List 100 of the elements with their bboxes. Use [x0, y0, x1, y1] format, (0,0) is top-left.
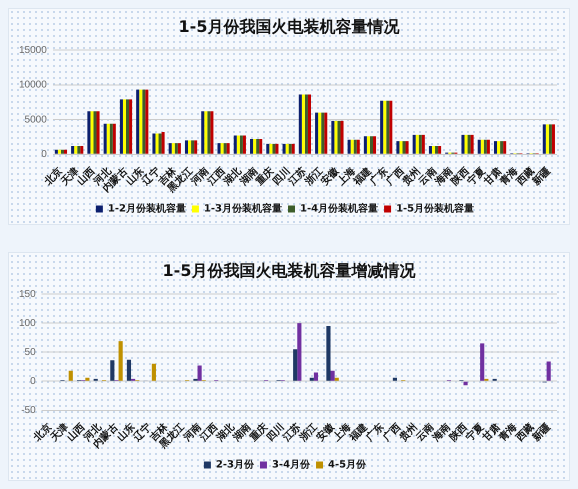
bar	[389, 100, 392, 154]
bar	[542, 124, 546, 154]
bar	[259, 139, 262, 154]
bar	[480, 343, 484, 381]
bar	[298, 94, 302, 154]
bar	[297, 323, 302, 381]
bar	[188, 140, 192, 154]
bar	[60, 150, 64, 154]
bar	[546, 124, 549, 154]
legend-label: 1-5月份装机容量	[396, 202, 474, 215]
bar	[80, 146, 84, 154]
bar	[438, 146, 442, 154]
bar	[432, 146, 436, 154]
bar	[272, 144, 276, 154]
bar	[71, 146, 74, 154]
bar	[224, 143, 227, 154]
bar	[64, 150, 68, 154]
bar	[77, 146, 80, 154]
bar	[348, 140, 351, 154]
bar	[321, 112, 324, 154]
legend-label: 4-5月份	[328, 458, 368, 471]
bar	[217, 143, 221, 154]
bar	[486, 140, 490, 154]
bar	[68, 370, 73, 381]
legend-label: 1-3月份装机容量	[204, 202, 282, 215]
y-tick-label: 100	[18, 318, 36, 329]
bar	[484, 140, 487, 154]
bar	[396, 141, 400, 154]
bar	[126, 360, 132, 381]
bar	[253, 139, 256, 154]
bar	[155, 133, 159, 154]
bar	[139, 90, 142, 154]
bar	[386, 100, 390, 154]
bar	[548, 124, 552, 154]
bar	[152, 364, 156, 381]
bar	[380, 100, 384, 154]
y-tick-label: 15000	[18, 44, 48, 56]
bar	[330, 370, 335, 381]
bar	[326, 326, 331, 381]
chart-title: 1-5月份我国火电装机容量情况	[178, 17, 400, 38]
bar	[256, 139, 260, 154]
bar	[383, 100, 386, 154]
bar	[266, 144, 270, 154]
bar	[546, 361, 551, 381]
bar	[422, 134, 425, 154]
bar	[204, 111, 208, 154]
bar	[198, 366, 202, 381]
bar	[120, 99, 123, 154]
legend-label: 3-4月份	[272, 458, 312, 471]
legend-label: 1-2月份装机容量	[108, 202, 186, 215]
bar	[142, 90, 146, 154]
bar	[412, 134, 416, 154]
bar	[178, 143, 181, 154]
bar	[464, 134, 468, 154]
y-tick-label: -50	[21, 405, 36, 416]
bar	[158, 133, 162, 154]
bar	[106, 124, 110, 154]
bar	[500, 141, 504, 154]
bar	[494, 141, 498, 154]
y-tick-label: 50	[24, 346, 36, 358]
bar	[174, 143, 178, 154]
bar	[308, 94, 312, 154]
bar	[418, 134, 422, 154]
bar	[370, 136, 374, 154]
bar	[250, 139, 254, 154]
bar	[373, 136, 376, 154]
bar	[74, 146, 78, 154]
bar	[96, 111, 100, 154]
bar	[416, 134, 419, 154]
legend-label: 1-4月份装机容量	[300, 202, 378, 215]
bar	[364, 136, 367, 154]
chart-title: 1-5月份我国火电装机容量增减情况	[162, 261, 416, 282]
bar	[292, 144, 295, 154]
bar	[191, 140, 194, 154]
bar	[236, 136, 240, 154]
bar	[226, 143, 230, 154]
bar	[354, 140, 357, 154]
bar	[207, 111, 210, 154]
bar	[340, 120, 344, 154]
bar	[402, 141, 406, 154]
bar	[104, 124, 107, 154]
bar	[85, 378, 90, 381]
bar	[168, 143, 172, 154]
bar	[314, 372, 318, 381]
bar	[234, 136, 237, 154]
bar	[468, 134, 471, 154]
bar	[269, 144, 272, 154]
bar	[90, 111, 94, 154]
y-tick-label: 150	[18, 288, 36, 300]
bar	[240, 136, 243, 154]
bar	[503, 141, 506, 154]
bar	[552, 124, 555, 154]
bar	[112, 124, 116, 154]
bar	[315, 112, 318, 154]
bar	[428, 146, 432, 154]
bar	[331, 120, 334, 154]
bar	[194, 140, 198, 154]
bar	[334, 120, 338, 154]
bar	[118, 341, 123, 381]
bar	[58, 150, 61, 154]
